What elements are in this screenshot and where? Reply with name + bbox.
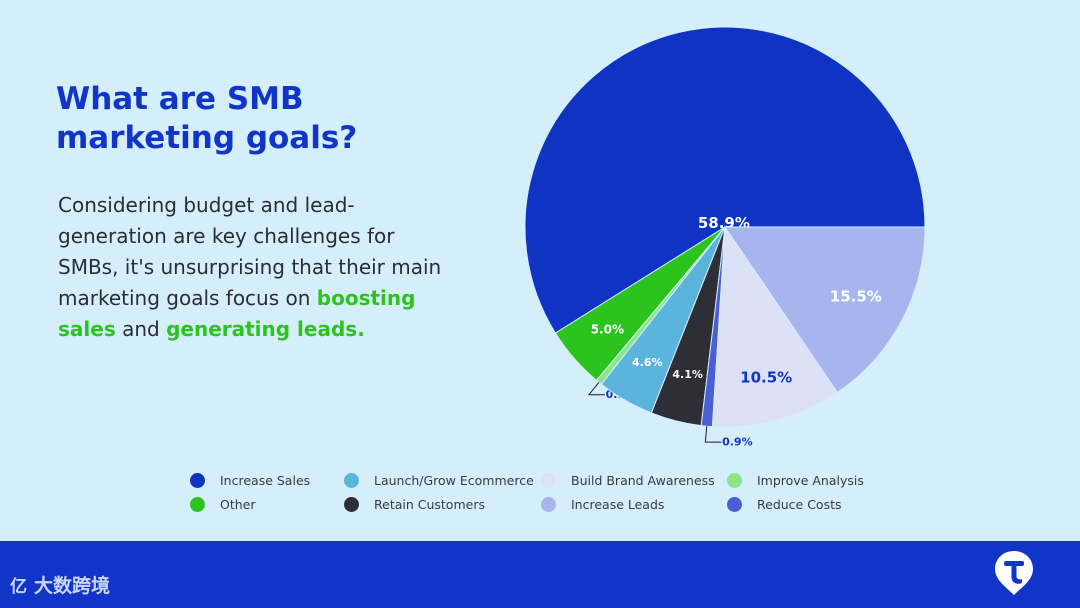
legend-label: Increase Leads <box>571 496 665 512</box>
legend-swatch <box>541 472 556 488</box>
legend-swatch <box>541 496 556 512</box>
legend-item-improve-analysis: Improve Analysis <box>727 468 907 492</box>
brand-watermark: 亿 大数跨境 <box>10 571 110 598</box>
legend-label: Other <box>220 496 256 512</box>
legend-label: Retain Customers <box>374 496 485 512</box>
legend-item-retain-customers: Retain Customers <box>344 492 541 516</box>
data-label: 15.5% <box>830 287 882 305</box>
leader-line <box>587 381 605 396</box>
leader-line <box>704 426 722 443</box>
legend-label: Reduce Costs <box>757 496 842 512</box>
chart-legend: Increase Sales Launch/Grow Ecommerce Bui… <box>190 468 910 518</box>
legend-swatch <box>727 496 742 512</box>
data-label: 0.9% <box>722 436 753 449</box>
legend-item-build-brand-awareness: Build Brand Awareness <box>541 468 727 492</box>
legend-label: Build Brand Awareness <box>571 472 715 488</box>
data-label: 4.6% <box>632 356 663 369</box>
body-text-part2: and <box>115 317 167 341</box>
legend-item-launch-grow-ecommerce: Launch/Grow Ecommerce <box>344 468 541 492</box>
legend-item-increase-leads: Increase Leads <box>541 492 727 516</box>
highlight-boosting-sales: boosting sales <box>58 286 416 341</box>
legend-swatch <box>344 472 359 488</box>
highlight-generating-leads: generating leads. <box>166 317 365 341</box>
pie-slice-increase-leads <box>724 226 926 394</box>
brand-text: 大数跨境 <box>34 575 111 597</box>
data-label: 5.0% <box>591 322 624 336</box>
pie-chart: 58.9%5.0%0.5%4.6%4.1%0.9%10.5%15.5% <box>524 26 926 449</box>
legend-label: Improve Analysis <box>757 472 864 488</box>
body-text: Considering budget and lead-generation a… <box>58 190 458 345</box>
legend-label: Increase Sales <box>220 472 311 488</box>
brand-mark: 亿 <box>10 577 27 597</box>
t-pin-icon[interactable] <box>993 549 1035 597</box>
data-label: 4.1% <box>672 368 703 381</box>
legend-swatch <box>190 496 205 512</box>
pie-slice-build-brand-awareness <box>711 225 839 428</box>
pie-slice-increase-sales <box>524 26 926 334</box>
footer-bar: 亿 大数跨境 <box>0 541 1080 608</box>
legend-swatch <box>190 472 205 488</box>
legend-label: Launch/Grow Ecommerce <box>374 472 534 488</box>
data-label: 10.5% <box>740 368 792 386</box>
body-text-part1: Considering budget and lead-generation a… <box>58 193 442 310</box>
page-title: What are SMB marketing goals? <box>56 81 358 156</box>
legend-item-increase-sales: Increase Sales <box>190 468 344 492</box>
legend-swatch <box>344 496 359 512</box>
legend-item-other: Other <box>190 492 344 516</box>
legend-swatch <box>727 472 742 488</box>
legend-item-reduce-costs: Reduce Costs <box>727 492 907 516</box>
